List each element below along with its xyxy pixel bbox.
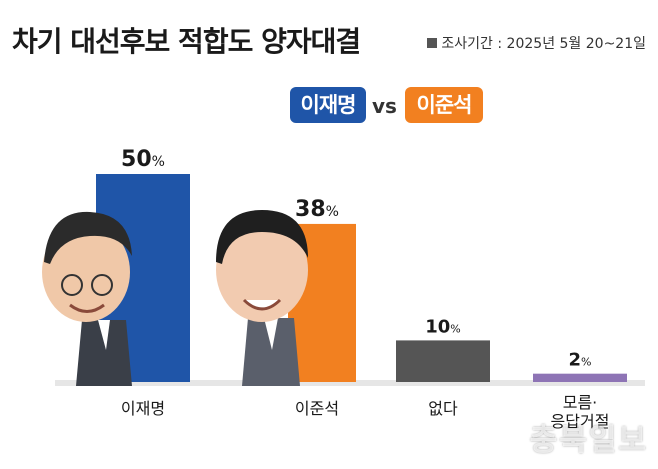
survey-period: 조사기간 : 2025년 5월 20~21일	[427, 33, 646, 53]
value-label-3: 10%	[425, 316, 461, 337]
bar-4	[533, 373, 627, 382]
chart-title: 차기 대선후보 적합도 양자대결	[12, 25, 361, 58]
square-icon	[427, 38, 438, 48]
legend-candidate-1: 이재명	[290, 87, 366, 123]
value-label-2: 38%	[295, 197, 339, 222]
legend-candidate-2: 이준석	[405, 87, 483, 123]
watermark-logo: 충북일보	[529, 423, 648, 458]
candidate-2-portrait	[216, 210, 308, 386]
legend-vs: vs	[372, 94, 397, 118]
bar-3	[396, 340, 490, 382]
survey-period-text: 조사기간 : 2025년 5월 20~21일	[441, 36, 646, 52]
category-label-3: 없다	[428, 399, 458, 418]
baseline	[55, 380, 645, 386]
category-label-1: 이재명	[121, 399, 165, 418]
category-label-4: 모름· 응답거절	[551, 393, 610, 431]
candidate-1-portrait	[42, 211, 132, 386]
value-label-1: 50%	[121, 147, 165, 172]
category-label-2: 이준석	[295, 399, 339, 418]
value-label-4: 2%	[569, 350, 592, 371]
